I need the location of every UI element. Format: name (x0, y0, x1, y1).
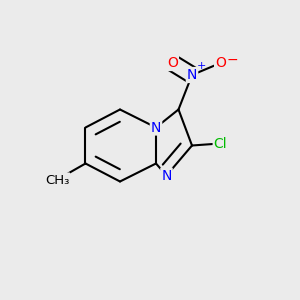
Text: N: N (151, 121, 161, 134)
Text: N: N (161, 169, 172, 182)
Text: CH₃: CH₃ (45, 173, 69, 187)
Text: N: N (187, 68, 197, 82)
Text: O: O (167, 56, 178, 70)
Text: −: − (226, 52, 238, 66)
Text: O: O (215, 56, 226, 70)
Text: Cl: Cl (214, 137, 227, 151)
Text: +: + (196, 61, 206, 71)
